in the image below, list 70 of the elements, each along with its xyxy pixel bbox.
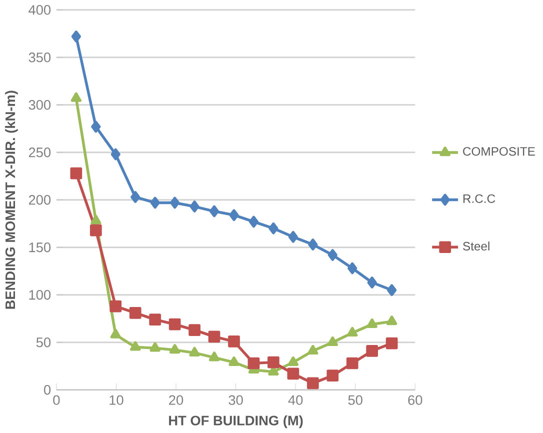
point bbox=[346, 357, 358, 370]
point bbox=[348, 262, 358, 274]
point bbox=[150, 196, 160, 209]
point bbox=[188, 324, 200, 336]
x-tick-label: 40 bbox=[288, 395, 303, 405]
point bbox=[326, 370, 339, 382]
point bbox=[190, 200, 200, 212]
point bbox=[129, 306, 142, 319]
point bbox=[228, 356, 240, 366]
point bbox=[90, 224, 102, 236]
point bbox=[168, 318, 181, 330]
point bbox=[130, 341, 141, 351]
point bbox=[170, 196, 180, 209]
legend-label: Steel bbox=[463, 241, 490, 250]
point bbox=[308, 238, 318, 250]
y-tick-label: 350 bbox=[28, 52, 51, 62]
point bbox=[149, 314, 162, 326]
x-tick-label: 20 bbox=[169, 395, 184, 405]
y-tick-label: 200 bbox=[28, 194, 51, 205]
point bbox=[248, 357, 260, 370]
point bbox=[189, 346, 200, 356]
y-tick-label: 100 bbox=[29, 290, 51, 300]
point bbox=[110, 300, 122, 312]
y-axis-title: BENDING MOMENT X-DIR. (kN-m) bbox=[5, 90, 18, 309]
point bbox=[248, 216, 258, 228]
point bbox=[228, 335, 240, 348]
y-tick-label: 50 bbox=[36, 337, 51, 348]
y-tick-label: 400 bbox=[28, 4, 51, 15]
point bbox=[208, 352, 220, 362]
point bbox=[287, 368, 300, 380]
point bbox=[71, 30, 81, 42]
point bbox=[328, 248, 338, 261]
legend-label: COMPOSITE bbox=[463, 147, 535, 156]
point bbox=[306, 377, 319, 390]
x-tick-label: 0 bbox=[53, 395, 60, 405]
point bbox=[209, 205, 220, 218]
point bbox=[70, 167, 82, 180]
point bbox=[327, 336, 338, 346]
point bbox=[288, 230, 298, 243]
point bbox=[268, 356, 280, 368]
point bbox=[366, 318, 378, 328]
point bbox=[169, 344, 180, 354]
x-tick-label: 10 bbox=[110, 395, 124, 405]
point bbox=[366, 344, 378, 357]
point bbox=[130, 191, 140, 203]
point bbox=[110, 148, 120, 160]
x-tick-label: 50 bbox=[348, 395, 362, 405]
point bbox=[386, 337, 398, 350]
point bbox=[288, 356, 298, 366]
x-tick-label: 60 bbox=[408, 395, 422, 405]
point bbox=[308, 344, 318, 354]
y-tick-label: 300 bbox=[28, 100, 51, 110]
point bbox=[347, 326, 358, 336]
x-axis-title: HT OF BUILDING (M) bbox=[169, 415, 303, 428]
legend-label: R.C.C bbox=[463, 194, 496, 203]
y-tick-label: 250 bbox=[28, 147, 51, 158]
point bbox=[208, 330, 220, 343]
point bbox=[90, 214, 102, 224]
point bbox=[150, 342, 160, 352]
point bbox=[110, 328, 121, 338]
point bbox=[229, 209, 239, 221]
x-tick-label: 30 bbox=[228, 395, 243, 405]
y-tick-label: 0 bbox=[44, 384, 51, 395]
y-tick-label: 150 bbox=[29, 242, 51, 252]
point bbox=[387, 284, 397, 296]
point bbox=[70, 92, 82, 102]
point bbox=[386, 315, 398, 326]
point bbox=[367, 276, 377, 288]
point bbox=[91, 120, 101, 133]
point bbox=[268, 222, 278, 234]
